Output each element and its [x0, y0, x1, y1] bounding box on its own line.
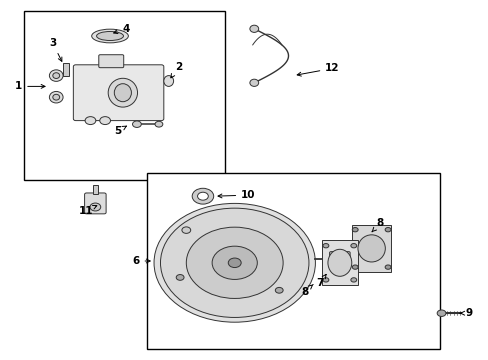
- Circle shape: [350, 244, 356, 248]
- Bar: [146, 173, 439, 349]
- Text: 1: 1: [15, 81, 45, 91]
- FancyBboxPatch shape: [73, 65, 163, 121]
- Ellipse shape: [49, 91, 63, 103]
- Ellipse shape: [53, 94, 60, 100]
- Ellipse shape: [114, 84, 131, 102]
- Text: 10: 10: [218, 190, 255, 200]
- Text: 7: 7: [316, 274, 325, 288]
- Ellipse shape: [327, 249, 351, 276]
- Text: 8: 8: [301, 284, 312, 297]
- Bar: [321, 240, 357, 285]
- Circle shape: [228, 258, 241, 267]
- Text: 3: 3: [49, 38, 61, 61]
- Circle shape: [275, 287, 283, 293]
- Text: 4: 4: [114, 24, 130, 34]
- Text: 8: 8: [371, 218, 383, 232]
- Ellipse shape: [182, 227, 190, 233]
- Ellipse shape: [132, 121, 141, 127]
- Circle shape: [197, 192, 208, 200]
- Ellipse shape: [163, 76, 173, 86]
- Ellipse shape: [100, 117, 110, 125]
- Text: 12: 12: [297, 63, 339, 76]
- Ellipse shape: [53, 73, 60, 78]
- Text: 2: 2: [170, 62, 182, 78]
- Circle shape: [351, 265, 357, 269]
- Text: 9: 9: [459, 308, 472, 318]
- Text: 11: 11: [78, 206, 97, 216]
- Bar: [351, 225, 390, 272]
- Circle shape: [322, 244, 328, 248]
- FancyBboxPatch shape: [329, 252, 349, 267]
- Circle shape: [385, 265, 390, 269]
- Ellipse shape: [108, 78, 137, 107]
- Circle shape: [385, 228, 390, 232]
- Circle shape: [154, 203, 315, 322]
- Circle shape: [351, 228, 357, 232]
- Ellipse shape: [436, 310, 445, 316]
- Text: 6: 6: [132, 256, 150, 266]
- Circle shape: [192, 188, 213, 204]
- Ellipse shape: [357, 235, 385, 262]
- Ellipse shape: [249, 79, 258, 86]
- Circle shape: [350, 278, 356, 282]
- Circle shape: [176, 275, 183, 280]
- Ellipse shape: [96, 32, 123, 41]
- Circle shape: [160, 208, 308, 318]
- Bar: [62, 63, 69, 76]
- Circle shape: [212, 246, 257, 279]
- Ellipse shape: [85, 117, 96, 125]
- FancyBboxPatch shape: [99, 55, 123, 68]
- Circle shape: [186, 227, 283, 298]
- Ellipse shape: [249, 25, 258, 32]
- Text: 5: 5: [114, 126, 126, 136]
- Circle shape: [322, 278, 328, 282]
- Ellipse shape: [92, 29, 128, 43]
- Ellipse shape: [49, 70, 63, 81]
- Bar: [93, 185, 98, 194]
- Ellipse shape: [155, 121, 163, 127]
- Bar: [24, 11, 224, 180]
- FancyBboxPatch shape: [84, 193, 106, 214]
- Ellipse shape: [90, 203, 101, 211]
